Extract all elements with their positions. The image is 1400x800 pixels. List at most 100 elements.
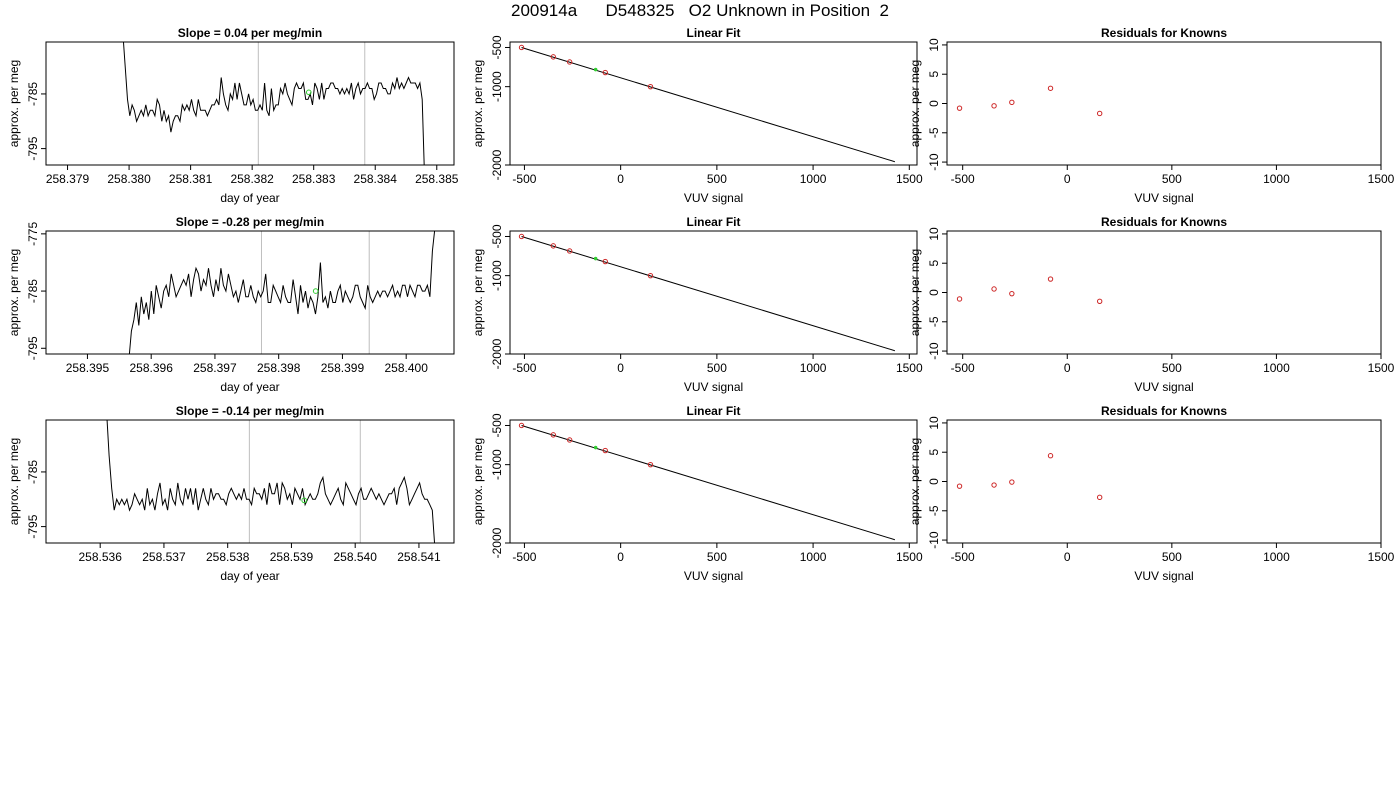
y-tick-label: 0 [927, 289, 941, 296]
x-tick-label: 258.537 [142, 550, 186, 564]
y-tick-label: -500 [490, 224, 504, 248]
plot-frame [946, 41, 1382, 166]
panel-title: Residuals for Knowns [1101, 215, 1227, 229]
residual-point [991, 286, 997, 292]
known-point [602, 69, 608, 76]
x-tick-label: 258.536 [78, 550, 122, 564]
known-point [602, 258, 608, 265]
plot-data [122, 42, 425, 165]
x-tick-label: 1000 [1263, 361, 1290, 375]
x-tick-label: 258.540 [333, 550, 377, 564]
plot-frame [509, 41, 918, 166]
residual-point [1009, 479, 1015, 485]
panel-2-2: Linear Fit -500 0 500 1000 1500 -500 -1000 -2000… [471, 215, 923, 394]
y-tick-label: 0 [927, 100, 941, 107]
known-point [647, 461, 654, 468]
known-point [550, 243, 556, 249]
y-tick-label: 10 [927, 38, 941, 52]
plot-frame [509, 419, 918, 544]
residual-point [1047, 276, 1054, 282]
y-tick-label: -10 [927, 531, 941, 549]
panel-3-2: Linear Fit -500 0 500 1000 1500 -500 -1000 -2000… [471, 404, 923, 583]
residual-point [956, 105, 963, 111]
x-tick-label: -500 [951, 361, 975, 375]
residual-point [1047, 453, 1054, 459]
fit-line [521, 47, 896, 163]
mean-marker [305, 89, 312, 96]
x-tick-label: 500 [1162, 361, 1182, 375]
plot-data [128, 231, 436, 354]
known-point [566, 437, 573, 443]
y-tick-label: 5 [927, 449, 941, 456]
mean-marker [301, 497, 307, 504]
panel-title: Residuals for Knowns [1101, 404, 1227, 418]
x-tick-label: 500 [707, 361, 727, 375]
y-tick-label: -500 [490, 35, 504, 59]
y-axis-label: approx. per meg [7, 60, 21, 147]
x-axis-label: VUV signal [1134, 191, 1193, 205]
y-tick-label: -795 [26, 514, 40, 538]
known-point [518, 422, 525, 429]
y-tick-label: -2000 [490, 527, 504, 558]
y-tick-label: -5 [927, 505, 941, 516]
x-tick-label: 500 [1162, 172, 1182, 186]
x-tick-label: 1500 [1368, 172, 1395, 186]
y-tick-label: 0 [927, 478, 941, 485]
x-tick-label: 0 [1064, 550, 1071, 564]
x-tick-label: 1000 [800, 361, 827, 375]
x-tick-label: 0 [617, 550, 624, 564]
x-axis-label: VUV signal [684, 569, 743, 583]
residual-point [991, 482, 997, 488]
panel-3-3: Residuals for Knowns -500 0 500 1000 1500 10 5 0… [908, 404, 1395, 583]
panel-title: Residuals for Knowns [1101, 26, 1227, 40]
known-point [550, 54, 556, 60]
x-tick-label: 258.398 [257, 361, 301, 375]
y-tick-label: -775 [26, 222, 40, 246]
y-tick-label: -1000 [490, 260, 504, 291]
residual-point [1047, 85, 1054, 91]
plot-data [518, 44, 896, 163]
x-tick-label: 500 [1162, 550, 1182, 564]
x-tick-label: 0 [1064, 361, 1071, 375]
panel-title: Linear Fit [686, 26, 740, 40]
unknown-point [593, 67, 598, 72]
x-tick-label: 258.400 [384, 361, 428, 375]
panel-2-3: Residuals for Knowns -500 0 500 1000 1500 10 5 0… [908, 215, 1395, 394]
known-point [647, 83, 654, 90]
y-tick-label: 5 [927, 260, 941, 267]
y-tick-label: -785 [26, 279, 40, 303]
plot-frame [45, 41, 455, 166]
y-axis-label: approx. per meg [908, 249, 922, 336]
y-tick-label: -785 [26, 82, 40, 106]
residual-point [956, 296, 963, 302]
y-tick-label: -795 [26, 336, 40, 360]
known-point [518, 233, 525, 240]
x-tick-label: -500 [512, 172, 536, 186]
plot-frame [946, 230, 1382, 355]
x-tick-label: 0 [1064, 172, 1071, 186]
y-tick-label: 5 [927, 71, 941, 78]
known-point [566, 59, 573, 65]
y-tick-label: -5 [927, 127, 941, 138]
y-axis-label: approx. per meg [7, 249, 21, 336]
residual-point [1096, 110, 1103, 117]
unknown-point [593, 256, 598, 261]
x-tick-label: -500 [512, 550, 536, 564]
x-axis-label: VUV signal [684, 380, 743, 394]
x-tick-label: 1500 [896, 172, 923, 186]
mean-marker [312, 288, 319, 294]
plot-frame [45, 419, 455, 544]
y-tick-label: -1000 [490, 449, 504, 480]
y-tick-label: 10 [927, 227, 941, 241]
panel-title: Linear Fit [686, 404, 740, 418]
x-tick-label: 0 [617, 361, 624, 375]
x-tick-label: 1500 [1368, 550, 1395, 564]
x-axis-label: day of year [220, 569, 279, 583]
known-point [550, 432, 556, 438]
plot-data [956, 85, 1103, 117]
panel-2-1: Slope = -0.28 per meg/min 258.395 258.396 2… [7, 215, 455, 394]
fit-line [521, 425, 896, 541]
panel-1-2: Linear Fit -500 0 500 1000 1500 -500 -1000 -2000… [471, 26, 923, 205]
x-tick-label: 258.381 [169, 172, 213, 186]
y-tick-label: -5 [927, 316, 941, 327]
